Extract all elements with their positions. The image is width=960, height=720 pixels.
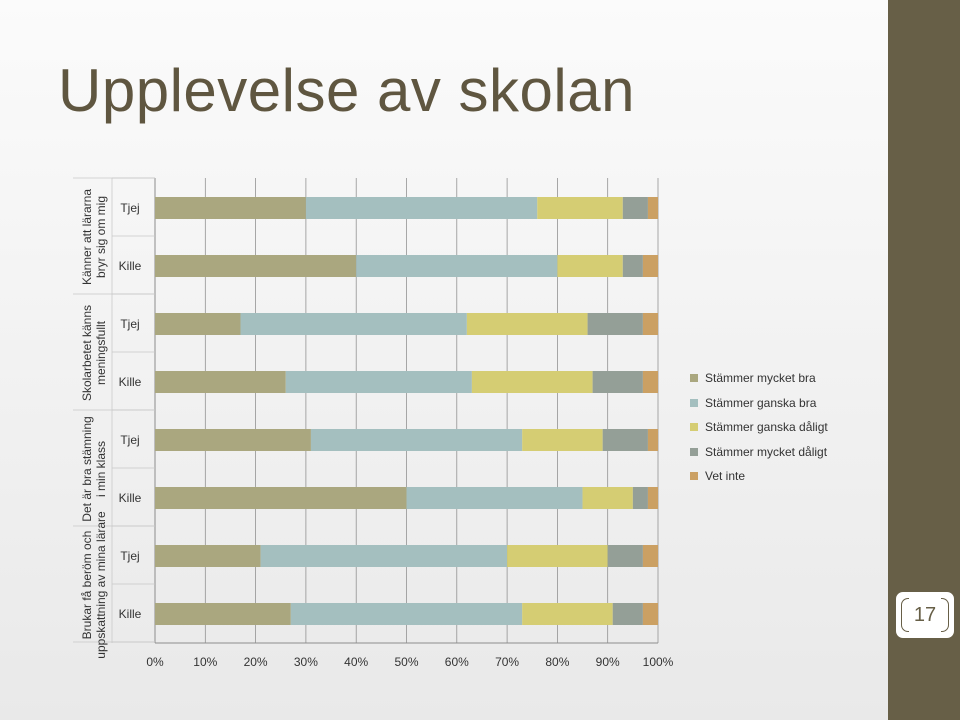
bar-segment	[622, 197, 648, 219]
bar-segment	[155, 487, 407, 509]
page-number-badge: 17	[894, 590, 956, 640]
bar-segment	[155, 371, 286, 393]
x-tick-label: 30%	[294, 655, 318, 669]
bar-segment	[507, 545, 608, 567]
bar-segment	[356, 255, 558, 277]
bar-segment	[471, 371, 593, 393]
bar-segment	[612, 603, 643, 625]
group-label: Det är bra stämningi min klass	[80, 416, 108, 521]
legend-item: Stämmer ganska dåligt	[690, 415, 828, 440]
x-tick-label: 90%	[596, 655, 620, 669]
chart-legend: Stämmer mycket bra Stämmer ganska bra Stäm…	[690, 366, 828, 489]
legend-label: Stämmer mycket bra	[705, 371, 816, 386]
x-tick-label: 60%	[445, 655, 469, 669]
legend-item: Stämmer mycket bra	[690, 366, 828, 391]
group-label: Brukar få beröm ochuppskattning av mina …	[80, 511, 108, 659]
bar-segment	[587, 313, 643, 335]
page-number: 17	[913, 603, 937, 626]
legend-swatch	[690, 447, 698, 456]
bar-segment	[642, 313, 658, 335]
bar-segment	[290, 603, 523, 625]
category-label: Tjej	[120, 433, 139, 447]
bar-segment	[305, 197, 538, 219]
bar-segment	[155, 603, 291, 625]
legend-swatch	[690, 423, 698, 432]
x-tick-label: 20%	[244, 655, 268, 669]
bar-segment	[155, 545, 261, 567]
x-tick-label: 70%	[495, 655, 519, 669]
bar-segment	[155, 429, 311, 451]
stacked-bar-chart: 0% 10% 20% 30% 40% 50% 60% 70% 80% 90% 100% Tjej Kil…	[73, 177, 674, 669]
category-label: Kille	[119, 375, 142, 389]
legend-label: Vet inte	[705, 469, 746, 484]
bar-segment	[647, 429, 658, 451]
x-tick-label: 100%	[643, 655, 674, 669]
bar-segment	[647, 197, 658, 219]
bar-segment	[537, 197, 623, 219]
bar-segment	[642, 545, 658, 567]
bar-segment	[557, 255, 623, 277]
bar-segment	[155, 197, 306, 219]
bar-segment	[622, 255, 643, 277]
bar-segment	[602, 429, 648, 451]
bar-segment	[582, 487, 633, 509]
bar-segment	[310, 429, 523, 451]
bar-segment	[155, 313, 241, 335]
category-label: Tjej	[120, 549, 139, 563]
bar-segment	[632, 487, 648, 509]
x-tick-label: 80%	[545, 655, 569, 669]
category-label: Kille	[119, 259, 142, 273]
bar-segment	[260, 545, 508, 567]
legend-item: Vet inte	[690, 464, 828, 489]
bar-segment	[647, 487, 658, 509]
x-tick-label: 50%	[394, 655, 418, 669]
slide-background	[0, 0, 888, 720]
legend-swatch	[690, 398, 698, 407]
bar-segment	[522, 429, 603, 451]
legend-swatch	[690, 472, 698, 481]
bar-segment	[285, 371, 472, 393]
bar-segment	[240, 313, 467, 335]
legend-label: Stämmer mycket dåligt	[705, 444, 828, 459]
legend-item: Stämmer mycket dåligt	[690, 440, 828, 465]
x-tick-label: 10%	[193, 655, 217, 669]
x-tick-label: 0%	[146, 655, 164, 669]
bar-segment	[642, 255, 658, 277]
legend-swatch	[690, 374, 698, 383]
x-tick-label: 40%	[344, 655, 368, 669]
bar-segment	[406, 487, 583, 509]
group-label: Skolarbetet kännsmeningsfullt	[80, 305, 108, 401]
category-label: Kille	[119, 607, 142, 621]
bar-segment	[466, 313, 588, 335]
bar-segment	[592, 371, 643, 393]
legend-label: Stämmer ganska bra	[705, 395, 817, 410]
bar-segment	[155, 255, 357, 277]
bar-segment	[642, 603, 658, 625]
category-label: Kille	[119, 491, 142, 505]
legend-label: Stämmer ganska dåligt	[705, 420, 828, 435]
bar-segment	[607, 545, 643, 567]
group-label: Känner att lärarnabryr sig om mig	[80, 189, 108, 285]
slide-title: Upplevelse av skolan	[58, 57, 635, 124]
category-label: Tjej	[120, 201, 139, 215]
legend-item: Stämmer ganska bra	[690, 391, 828, 416]
bar-segment	[522, 603, 613, 625]
category-label: Tjej	[120, 317, 139, 331]
bar-segment	[642, 371, 658, 393]
